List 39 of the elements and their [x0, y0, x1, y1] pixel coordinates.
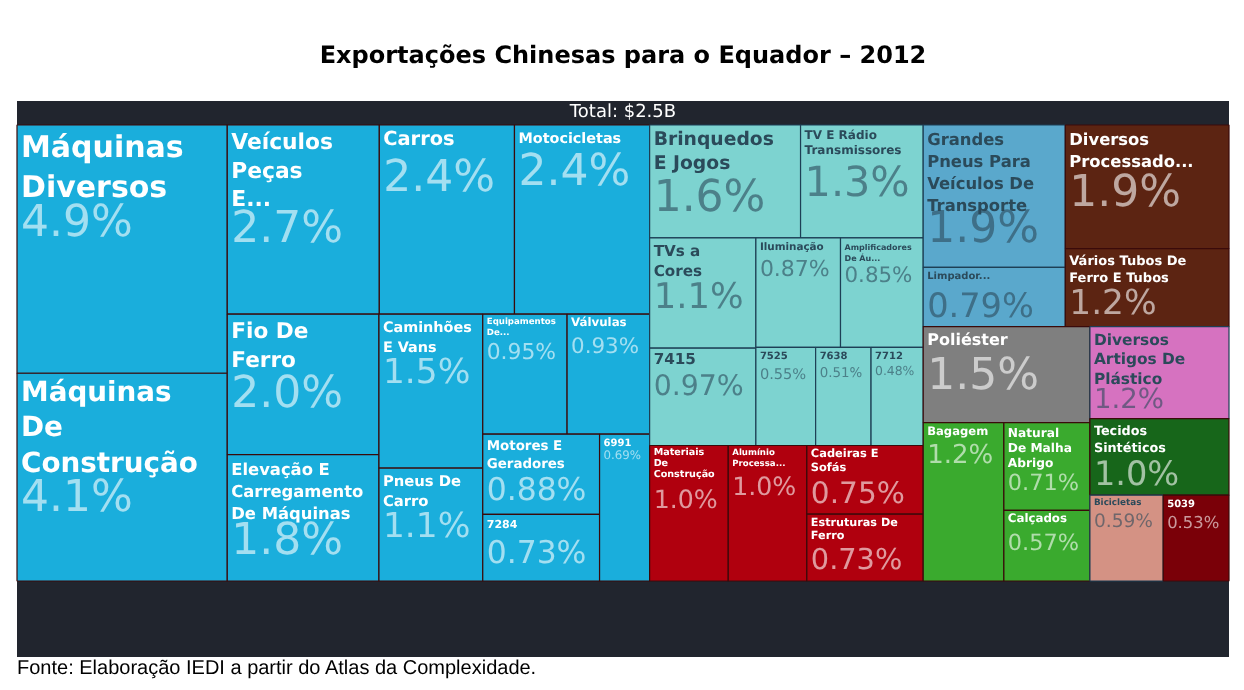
category-label: Diversos Processado... — [1069, 129, 1194, 171]
data-label: 0.73% — [486, 532, 587, 571]
data-label: 0.93% — [571, 333, 639, 360]
data-label: 1.3% — [804, 157, 910, 206]
data-label: 1.0% — [1093, 453, 1180, 494]
source-note: Fonte: Elaboração IEDI a partir do Atlas da Complexidade. — [17, 658, 537, 680]
data-label: 2.0% — [231, 368, 344, 419]
category-label: Brinquedos E Jogos — [653, 129, 775, 176]
data-label: 0.59% — [1093, 511, 1154, 534]
text: Total: $2.5B — [567, 103, 677, 123]
data-label: 1.1% — [382, 507, 471, 548]
data-label: 0.79% — [927, 284, 1034, 325]
data-label: 0.75% — [810, 477, 905, 512]
data-label: 0.53% — [1167, 512, 1220, 533]
data-label: 0.71% — [1007, 469, 1080, 496]
data-label: 2.4% — [383, 152, 496, 203]
data-label: 1.2% — [927, 441, 994, 472]
text: Exportações Chinesas para o Equador – 2012 — [319, 41, 927, 69]
data-label: 1.2% — [1069, 283, 1157, 324]
data-label: 2.4% — [518, 147, 631, 198]
data-label: 0.73% — [810, 545, 903, 578]
data-label: 1.0% — [653, 483, 718, 514]
data-label: 1.1% — [653, 277, 744, 318]
data-label: 0.87% — [759, 255, 830, 282]
data-label: 1.0% — [732, 470, 797, 501]
data-label: 1.9% — [1069, 167, 1182, 218]
data-label: 0.97% — [653, 371, 744, 404]
category-label: Fio De Ferro — [231, 318, 309, 373]
data-label: 1.5% — [382, 352, 471, 393]
data-label: 0.95% — [486, 339, 556, 366]
data-label: 0.85% — [844, 261, 913, 288]
data-label: 0.88% — [486, 470, 587, 509]
data-label: 1.2% — [1093, 384, 1165, 417]
data-label: 1.6% — [653, 173, 766, 224]
data-label: 0.57% — [1007, 529, 1080, 556]
category-label: Carros — [383, 129, 456, 151]
category-label: Poliéster — [927, 330, 1008, 349]
data-label: 2.7% — [231, 203, 344, 254]
data-label: 1.5% — [927, 350, 1040, 401]
